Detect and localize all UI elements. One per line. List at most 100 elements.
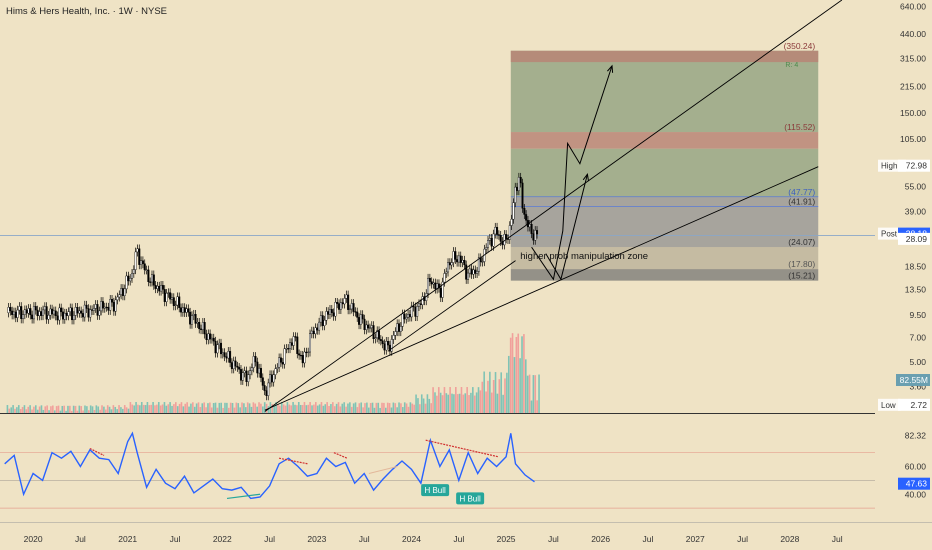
volume-bar <box>318 404 321 413</box>
volume-bar <box>140 402 143 413</box>
candle-body <box>254 356 257 363</box>
volume-bar <box>112 405 115 413</box>
volume-bar <box>443 387 446 413</box>
volume-bar <box>341 403 344 413</box>
candle-body <box>238 367 241 370</box>
price-tick-label: 315.00 <box>900 54 926 64</box>
candle-body <box>105 306 108 309</box>
candle-body <box>347 294 350 310</box>
volume-bar <box>144 405 147 413</box>
post-tag-left: Post <box>881 230 898 239</box>
candle-body <box>136 248 139 253</box>
time-tick-label: Jul <box>737 534 748 544</box>
candle-body <box>189 311 192 325</box>
volume-bar <box>485 391 487 413</box>
candle-body <box>176 296 179 306</box>
low-tag-value: 2.72 <box>910 400 927 410</box>
volume-bar <box>292 402 294 413</box>
candle-body <box>129 278 132 282</box>
h-bull-badge <box>421 484 450 497</box>
target-label: R: 4 <box>785 62 798 69</box>
volume-bar <box>350 406 353 413</box>
volume-bar <box>464 393 467 413</box>
candle-body <box>450 262 453 266</box>
volume-bar <box>209 402 211 413</box>
candle-body <box>454 251 457 260</box>
candle-body <box>256 361 259 374</box>
volume-bar <box>386 402 389 413</box>
volume-bar <box>530 400 533 413</box>
volume-bar <box>477 387 480 413</box>
volume-bar <box>10 407 13 413</box>
candle-body <box>201 322 204 330</box>
candle-body <box>367 324 370 329</box>
volume-bar <box>290 405 293 413</box>
volume-bar <box>523 334 525 413</box>
volume-bar <box>152 402 154 413</box>
volume-bar <box>97 406 100 413</box>
volume-bar <box>303 402 306 413</box>
volume-bar <box>475 392 478 413</box>
volume-bar <box>95 405 98 413</box>
last-price-tag-value: 28.09 <box>906 234 928 244</box>
candle-body <box>314 327 317 335</box>
candle-body <box>279 357 282 363</box>
candle-body <box>83 304 86 318</box>
stop-zone <box>510 269 819 281</box>
volume-bar <box>226 402 228 413</box>
volume-bar <box>273 406 275 413</box>
candle-body <box>94 304 97 309</box>
candle-body <box>170 297 173 300</box>
candle-body <box>528 224 531 228</box>
candle-body <box>461 259 464 263</box>
volume-bar <box>347 403 349 413</box>
volume-bar <box>241 402 243 413</box>
red-zone-top <box>510 50 819 63</box>
volume-bar <box>31 409 33 413</box>
candle-body <box>87 308 90 318</box>
volume-bar <box>89 405 92 413</box>
candle-body <box>183 307 186 313</box>
bear-divergence-2 <box>278 457 308 465</box>
volume-bar <box>358 403 361 413</box>
volume-bar <box>235 402 238 413</box>
volume-bar <box>116 409 118 413</box>
candle-body <box>465 264 468 280</box>
volume-bar <box>135 402 137 413</box>
candle-body <box>392 335 395 340</box>
candle-body <box>339 302 342 310</box>
candle-body <box>403 313 406 320</box>
zone-label: (15.21) <box>788 271 815 281</box>
candle-body <box>481 261 484 263</box>
volume-bar <box>313 404 315 413</box>
volume-bar <box>195 403 198 413</box>
time-tick-label: 2023 <box>307 534 326 544</box>
zone-label: (41.91) <box>788 196 815 206</box>
volume-bar <box>415 394 417 413</box>
volume-bar <box>108 406 111 413</box>
volume-bar <box>360 402 363 413</box>
candle-body <box>56 315 59 321</box>
volume-bar <box>498 379 501 413</box>
volume-bar <box>182 406 185 413</box>
volume-bar <box>161 404 164 413</box>
candle-body <box>312 330 315 335</box>
volume-bar <box>333 406 336 413</box>
volume-bar <box>507 355 510 413</box>
volume-bar <box>403 402 406 413</box>
candle-body <box>101 301 104 309</box>
volume-bar <box>192 402 194 413</box>
candle-body <box>163 289 166 302</box>
volume-bar <box>146 402 149 413</box>
volume-bar <box>492 380 495 413</box>
volume-bar <box>142 404 145 413</box>
candle-body <box>265 390 268 396</box>
volume-bar <box>521 336 523 413</box>
candle-body <box>49 308 52 316</box>
candle-body <box>123 288 126 296</box>
volume-bar <box>227 407 230 413</box>
last-price-tag-bg <box>898 232 930 245</box>
candle-body <box>74 307 77 316</box>
volume-bar <box>468 395 470 413</box>
volume-bar <box>52 405 54 413</box>
